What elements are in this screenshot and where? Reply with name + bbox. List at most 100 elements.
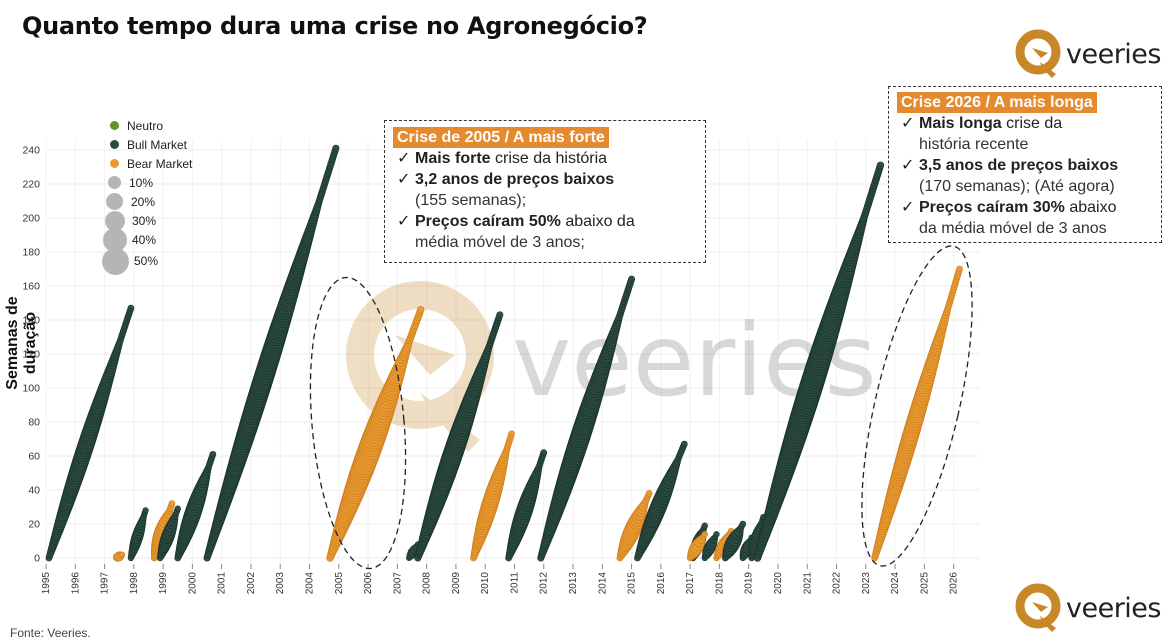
x-tick-label: 2000: [187, 572, 198, 595]
x-tick-label: 2004: [305, 572, 316, 595]
check-icon: ✓: [901, 115, 915, 132]
callout-item: ✓ 3,2 anos de preços baixos (155 semanas);: [397, 171, 615, 209]
episode-bear-16: [686, 531, 708, 562]
y-tick-label: 20: [28, 519, 40, 531]
x-tick-label: 2018: [714, 572, 725, 595]
veeries-logo-icon: [1015, 583, 1061, 632]
episode-bull-9: [414, 311, 504, 562]
data-point: [496, 311, 504, 319]
legend-size-30: 30%: [104, 210, 192, 231]
callout-crise-2026: Crise 2026 / A mais longa ✓ Mais longa cr…: [888, 86, 1162, 243]
legend-size-dot: [102, 247, 129, 275]
legend-label: Neutro: [127, 118, 164, 133]
check-icon: ✓: [901, 199, 915, 216]
x-tick-label: 2006: [363, 572, 374, 595]
episode-bull-22: [753, 161, 885, 562]
data-point: [508, 430, 515, 438]
y-tick-label: 140: [22, 315, 40, 327]
data-point: [628, 275, 636, 283]
legend-swatch: [110, 140, 119, 149]
x-tick-label: 2025: [919, 572, 930, 595]
veeries-logo-icon: [1015, 29, 1061, 78]
data-point: [142, 507, 149, 514]
highlight-ellipse-2005: [309, 276, 407, 570]
episode-bear-1: [113, 551, 126, 562]
data-point: [645, 490, 653, 497]
callout-list: ✓ Mais longa crise da história recente ✓ 3,…: [897, 113, 1153, 239]
callout-item: ✓ Preços caíram 30% abaixo da média móvel …: [901, 199, 1117, 237]
callout-title: Crise de 2005 / A mais forte: [393, 127, 609, 148]
callout-item: ✓ Mais forte crise da história: [397, 150, 608, 167]
episode-bull-0: [45, 304, 135, 562]
data-point: [332, 144, 340, 152]
episode-bull-19: [721, 520, 747, 562]
y-tick-label: 200: [22, 213, 40, 225]
x-tick-label: 2015: [627, 572, 638, 595]
y-tick-label: 80: [28, 417, 40, 429]
x-tick-label: 2014: [597, 572, 608, 595]
check-icon: ✓: [901, 157, 915, 174]
x-axis: 1995 1996 1997 1998 1999 2000 2001 2002 2003 2004…: [41, 564, 960, 594]
y-tick-label: 60: [28, 451, 40, 463]
episode-bull-12: [537, 275, 636, 562]
x-tick-label: 1999: [158, 572, 169, 595]
episode-bull-14: [634, 440, 688, 562]
y-tick-label: 240: [22, 145, 40, 157]
y-tick-label: 0: [34, 553, 40, 565]
episode-bull-4: [156, 505, 181, 562]
x-tick-label: 2008: [422, 572, 433, 595]
legend-size-dot: [105, 210, 125, 231]
legend-swatch: [110, 159, 119, 168]
legend-size-20: 20%: [104, 192, 192, 211]
data-point: [174, 505, 181, 512]
x-tick-label: 2001: [217, 572, 228, 595]
x-tick-label: 2019: [744, 572, 755, 595]
x-tick-label: 1996: [70, 572, 81, 595]
x-tick-label: 2023: [861, 572, 872, 595]
x-tick-label: 2021: [802, 572, 813, 595]
data-point: [701, 522, 708, 529]
data-point: [119, 551, 126, 558]
check-icon: ✓: [397, 150, 411, 167]
y-tick-label: 120: [22, 349, 40, 361]
x-tick-label: 2016: [656, 572, 667, 595]
x-tick-label: 2026: [949, 572, 960, 595]
callout-item: ✓ 3,5 anos de preços baixos (170 semanas);…: [901, 157, 1119, 195]
data-point: [739, 520, 747, 528]
y-tick-label: 220: [22, 179, 40, 191]
x-tick-label: 2009: [451, 572, 462, 595]
callout-crise-2005: Crise de 2005 / A mais forte ✓ Mais forte…: [384, 120, 706, 263]
highlight-ellipse-2026: [861, 245, 973, 567]
x-tick-label: 2003: [275, 572, 286, 595]
y-axis: 0 20 40 60 80 100 120 140 160 180 200 220 240: [22, 145, 40, 565]
episode-bear-18: [713, 527, 735, 562]
legend-label: 20%: [131, 194, 156, 209]
check-icon: ✓: [397, 213, 411, 230]
x-tick-label: 2012: [539, 572, 550, 595]
legend-size-50: 50%: [102, 247, 192, 275]
y-tick-label: 100: [22, 383, 40, 395]
x-tick-label: 2024: [890, 572, 901, 595]
data-point: [713, 531, 720, 538]
callout-item: ✓ Preços caíram 50% abaixo da média móvel …: [397, 213, 635, 251]
episode-bull-17: [701, 531, 720, 562]
legend-label: Bear Market: [127, 156, 193, 171]
legend-item-neutro: Neutro: [104, 116, 192, 135]
x-tick-label: 2011: [509, 572, 520, 594]
x-tick-label: 2005: [334, 572, 345, 595]
episode-bear-10: [470, 430, 515, 562]
data-point: [680, 440, 688, 448]
brand-name: veeries: [1066, 592, 1161, 624]
x-tick-label: 1998: [129, 572, 140, 595]
callout-title: Crise 2026 / A mais longa: [897, 92, 1097, 113]
brand-logo-bottom: veeries: [1014, 582, 1161, 634]
legend-item-bear: Bear Market: [104, 154, 192, 173]
data-point: [168, 500, 176, 507]
data-point: [209, 450, 217, 458]
data-marks: [45, 144, 963, 562]
callout-list: ✓ Mais forte crise da história ✓ 3,2 anos …: [393, 148, 697, 253]
y-axis-label: Semanas de duração: [4, 296, 39, 390]
data-point: [876, 161, 885, 170]
x-tick-label: 2002: [246, 572, 257, 595]
